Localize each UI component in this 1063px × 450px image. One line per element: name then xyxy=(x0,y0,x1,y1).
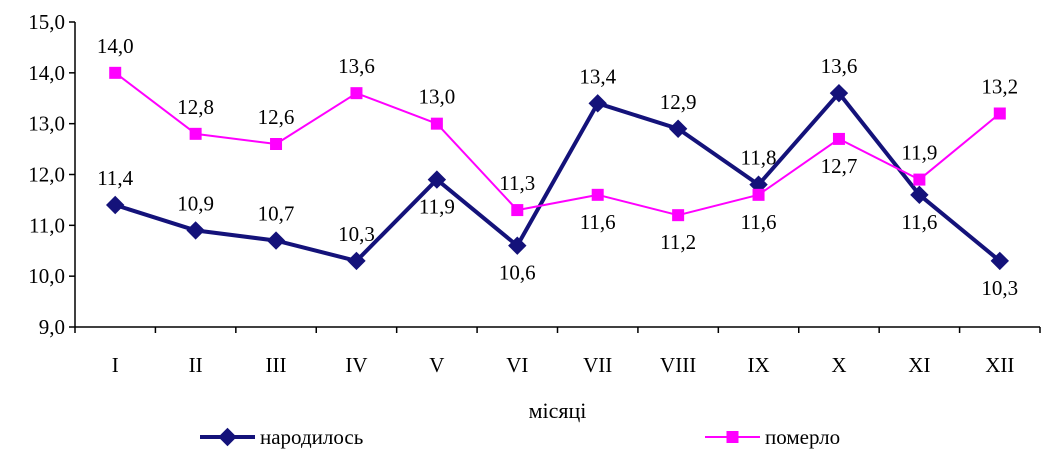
deaths-series-line xyxy=(114,72,1001,217)
data-label: 11,8 xyxy=(741,146,777,170)
data-label: 13,2 xyxy=(981,75,1018,99)
legend-label: померло xyxy=(765,425,840,449)
x-tick-label: II xyxy=(189,353,203,377)
births-series-point xyxy=(910,185,929,205)
y-tick-label: 11,0 xyxy=(29,213,65,237)
data-labels: 11,4 10,9 10,7 10,3 11,9 10,6 13,4 12,9 11,8 13,6… xyxy=(97,34,1018,300)
data-label: 13,6 xyxy=(821,54,858,78)
deaths-series-point xyxy=(350,87,363,100)
deaths-series-point xyxy=(189,127,202,140)
data-label: 11,4 xyxy=(97,166,133,190)
data-label: 11,3 xyxy=(499,171,535,195)
births-series-point xyxy=(186,221,205,240)
data-label: 13,6 xyxy=(338,54,375,78)
legend-point xyxy=(218,427,237,447)
births-series-point xyxy=(990,251,1009,271)
deaths-series-point xyxy=(752,188,765,201)
x-tick-label: III xyxy=(266,353,287,377)
series-layer xyxy=(106,66,1009,271)
y-tick-label: 9,0 xyxy=(39,315,65,339)
deaths-series-point xyxy=(993,107,1006,120)
x-tick-label: XI xyxy=(908,353,930,377)
data-label: 11,2 xyxy=(660,230,696,254)
deaths-series-point xyxy=(109,66,122,79)
y-ticks: 9,0 10,0 11,0 12,0 13,0 14,0 15,0 xyxy=(28,10,75,339)
data-label: 10,3 xyxy=(338,222,375,246)
data-label: 10,9 xyxy=(177,191,214,215)
deaths-series-point xyxy=(913,173,926,186)
legend-item-births: народилось xyxy=(200,425,363,449)
births-series-line xyxy=(114,91,1002,263)
x-tick-label: VI xyxy=(506,353,528,377)
data-label: 12,8 xyxy=(177,95,214,119)
deaths-series-point xyxy=(591,188,604,201)
data-label: 13,4 xyxy=(579,64,616,88)
x-tick-label: VIII xyxy=(660,353,696,377)
deaths-series-point xyxy=(832,132,845,145)
data-label: 14,0 xyxy=(97,34,134,58)
births-series-point xyxy=(588,94,607,113)
x-axis-title: місяці xyxy=(529,398,587,423)
births-series-point xyxy=(106,195,125,215)
x-tick-label: IX xyxy=(747,353,769,377)
y-tick-label: 13,0 xyxy=(28,112,65,136)
births-series-point xyxy=(829,83,849,103)
x-tick-label: XII xyxy=(985,353,1014,377)
data-label: 11,9 xyxy=(901,141,937,165)
legend: народилось померло xyxy=(200,425,840,449)
births-series-point xyxy=(347,251,366,271)
x-tick-label: VII xyxy=(583,353,612,377)
deaths-series-point xyxy=(672,209,685,222)
x-tick-label: I xyxy=(112,353,119,377)
x-tick-label: V xyxy=(429,353,444,377)
data-label: 11,6 xyxy=(901,210,937,234)
legend-item-deaths: померло xyxy=(705,425,840,449)
births-series-point xyxy=(427,170,447,189)
data-label: 12,7 xyxy=(821,154,858,178)
deaths-series-point xyxy=(511,204,524,217)
x-tick-label: X xyxy=(831,353,846,377)
births-series-point xyxy=(266,231,286,250)
data-label: 11,6 xyxy=(741,210,777,234)
births-series-point xyxy=(668,119,688,138)
y-tick-label: 14,0 xyxy=(28,61,65,85)
deaths-series-point xyxy=(430,117,443,130)
data-label: 10,7 xyxy=(258,202,295,226)
deaths-series-point xyxy=(270,138,283,150)
legend-label: народилось xyxy=(260,425,363,449)
legend-point xyxy=(726,431,739,443)
y-tick-label: 10,0 xyxy=(28,264,65,288)
data-label: 10,6 xyxy=(499,261,536,285)
x-tick-label: IV xyxy=(345,353,367,377)
data-label: 13,0 xyxy=(419,85,456,109)
data-label: 12,9 xyxy=(660,90,697,114)
deaths-series xyxy=(109,66,1006,222)
data-label: 10,3 xyxy=(981,276,1018,300)
births-series xyxy=(106,83,1009,271)
data-label: 12,6 xyxy=(258,105,295,129)
x-ticks: I II III IV V VI VII VIII IX X XI XII xyxy=(74,327,1041,377)
data-label: 11,9 xyxy=(419,195,455,219)
y-tick-label: 15,0 xyxy=(28,10,65,34)
y-tick-label: 12,0 xyxy=(28,163,65,187)
births-series-point xyxy=(508,236,527,255)
data-label: 11,6 xyxy=(580,210,616,234)
